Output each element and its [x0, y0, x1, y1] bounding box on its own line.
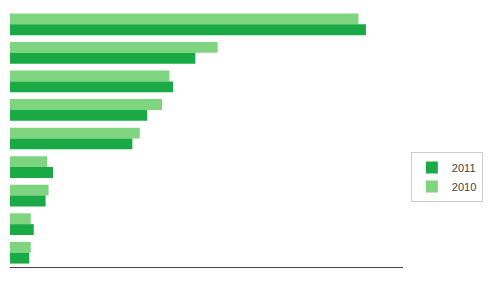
svg-text:2011: 2011 — [452, 162, 476, 174]
svg-text:2010: 2010 — [452, 181, 476, 193]
